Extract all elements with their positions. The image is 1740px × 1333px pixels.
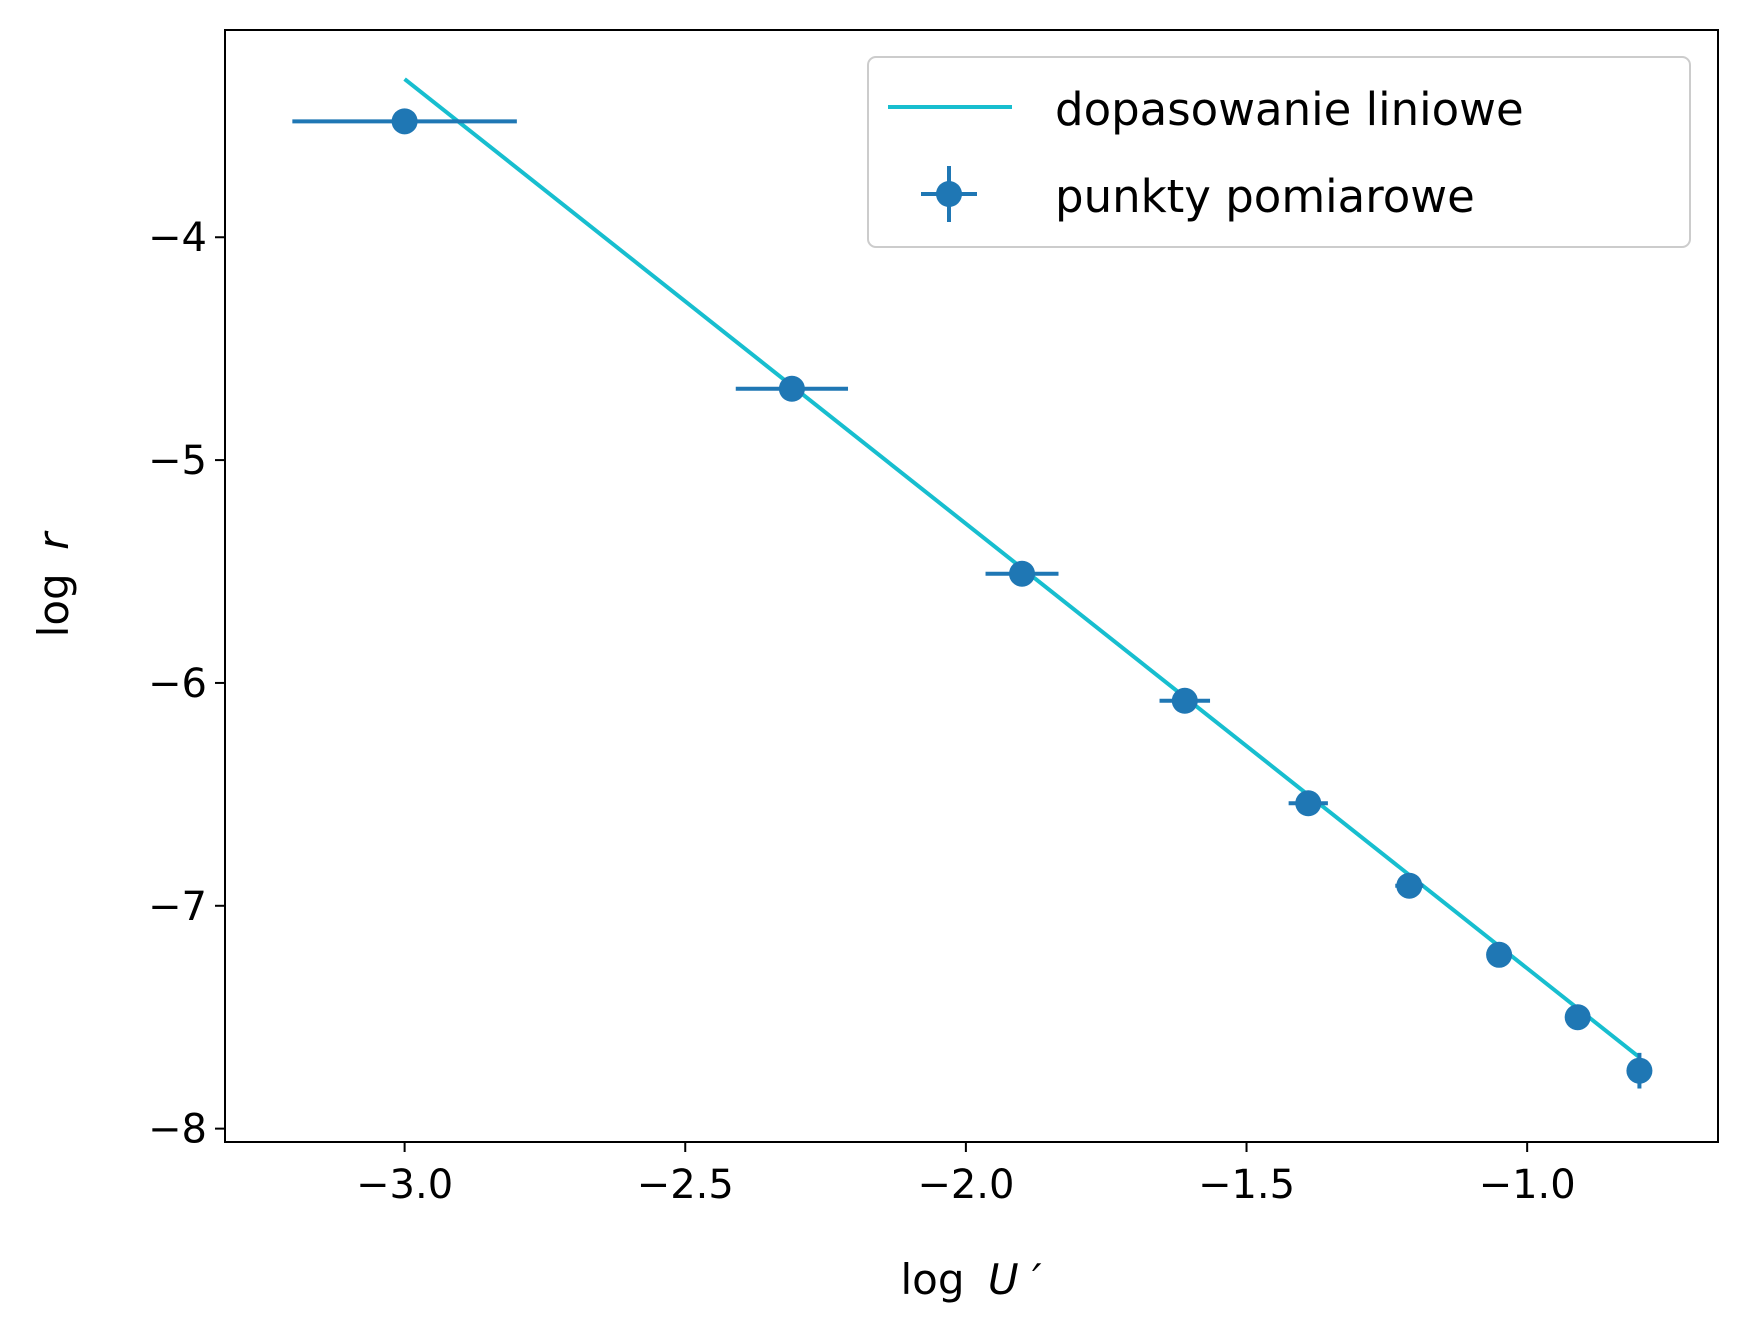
y-tick-label: −5 [148,438,207,484]
data-marker [1009,560,1036,587]
data-point-0 [292,108,517,135]
x-tick-label: −2.0 [917,1162,1014,1208]
y-tick-label: −7 [148,884,207,930]
x-axis: −3.0 −2.5 −2.0 −1.5 −1.0 [356,1142,1576,1208]
y-axis: −4 −5 −6 −7 −8 [148,215,225,1153]
data-marker [778,375,805,402]
data-marker [391,108,418,135]
x-axis-label-base: log [900,1255,964,1304]
y-tick-label: −4 [148,215,207,261]
x-axis-label-prime: ′ [1032,1255,1042,1304]
x-tick-label: −1.5 [1198,1162,1295,1208]
y-tick-label: −6 [148,661,207,707]
data-point-5 [1395,872,1424,899]
data-marker [1626,1057,1653,1084]
x-axis-label-var: U [988,1255,1019,1304]
x-tick-label: −3.0 [356,1162,453,1208]
data-marker [1295,790,1322,817]
x-tick-label: −1.0 [1479,1162,1576,1208]
data-point-6 [1486,941,1513,968]
data-point-4 [1288,790,1328,817]
data-point-3 [1159,687,1211,714]
legend-box [867,56,1691,248]
x-tick-label: −2.5 [637,1162,734,1208]
data-point-8 [1626,1052,1653,1089]
data-marker [1171,687,1198,714]
y-axis-label: log r [29,530,78,637]
plot-frame [224,29,1719,1143]
x-axis-label: log U ′ [900,1255,1042,1304]
data-point-2 [985,560,1059,587]
data-point-1 [735,375,849,402]
legend: dopasowanie liniowe punkty pomiarowe [867,56,1691,248]
data-marker [1396,872,1423,899]
y-axis-label-base: log [29,573,78,637]
data-point-7 [1564,1004,1591,1031]
data-marker [1564,1004,1591,1031]
y-tick-label: −8 [148,1107,207,1153]
data-marker [1486,941,1513,968]
legend-label-points: punkty pomiarowe [1055,170,1475,223]
y-axis-label-var: r [29,530,78,550]
plot-area [292,77,1653,1089]
legend-label-fit: dopasowanie liniowe [1055,83,1524,136]
legend-marker [936,181,962,207]
